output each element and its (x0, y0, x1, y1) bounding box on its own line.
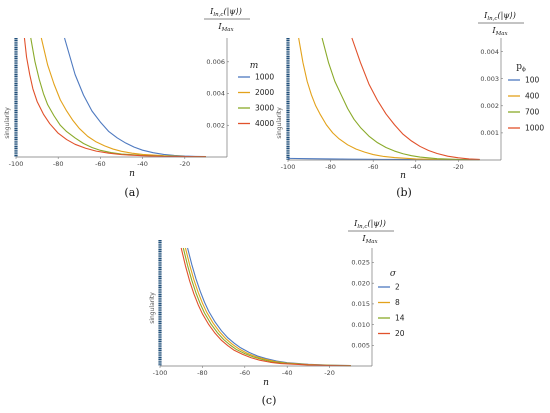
x-tick-label: -40 (137, 160, 148, 168)
series-line-1000 (351, 37, 480, 161)
y-tick-label: 0.002 (480, 102, 499, 110)
series-lines (287, 37, 480, 161)
legend-label-700: 700 (525, 108, 540, 117)
series-lines (23, 37, 206, 158)
panel-caption: (c) (262, 394, 277, 407)
legend-label-4000: 4000 (255, 119, 274, 128)
y-tick-label: 0.004 (480, 48, 499, 56)
x-tick-label: -80 (325, 163, 336, 171)
y-axis-title: Iln,c(|ψ⟩) IMax (348, 219, 394, 245)
series-line-8 (184, 247, 351, 367)
panel-c: singularity -100 -80 -60 -40 -20 0.0050.0100… (149, 219, 405, 407)
series-line-2000 (40, 37, 206, 158)
legend-label-3000: 3000 (255, 104, 274, 113)
x-tick-label: -20 (324, 369, 335, 377)
y-tick-label: 0.010 (351, 321, 370, 329)
x-tick-label: -100 (9, 160, 24, 168)
y-ticks: 0.001 0.002 0.003 0.004 (480, 48, 503, 137)
x-tick-label: -80 (197, 369, 208, 377)
y-tick-label: 0.004 (206, 90, 225, 98)
x-tick-label: -20 (179, 160, 190, 168)
series-line-400 (298, 37, 480, 161)
y-tick-label: 0.006 (206, 58, 225, 66)
singularity-label: singularity (4, 107, 11, 139)
x-axis-label: n (263, 378, 269, 388)
y-tick-label: 0.020 (351, 279, 370, 287)
legend-title: m (250, 61, 259, 71)
legend-label-1000: 1000 (525, 124, 544, 133)
y-tick-label: 0.003 (480, 75, 499, 83)
y-title-denominator: IMax (361, 234, 378, 245)
x-tick-label: -60 (95, 160, 106, 168)
y-axis-title: Iln,c(|ψ⟩) IMax (478, 11, 524, 37)
y-title-numerator: Iln,c(|ψ⟩) (209, 7, 242, 18)
legend-label-400: 400 (525, 92, 540, 101)
panel-b: singularity -100 -80 -60 -40 -20 0.0010.0020… (276, 11, 544, 199)
y-title-numerator: Iln,c(|ψ⟩) (483, 11, 516, 22)
legend-label-100: 100 (525, 76, 540, 85)
series-line-14 (182, 247, 351, 367)
x-tick-label: -40 (282, 369, 293, 377)
series-line-20 (180, 247, 351, 367)
legend-label-1000: 1000 (255, 73, 274, 82)
x-tick-label: -100 (281, 163, 296, 171)
legend: 2 8 14 20 (378, 283, 405, 338)
y-tick-label: 0.005 (351, 341, 370, 349)
y-axis-title: Iln,c(|ψ⟩) IMax (204, 7, 250, 33)
x-axis-label: n (400, 171, 406, 181)
x-tick-label: -80 (53, 160, 64, 168)
y-title-numerator: Iln,c(|ψ⟩) (353, 219, 386, 230)
legend-title: pϕ (516, 62, 526, 73)
y-title-denominator: IMax (217, 22, 234, 33)
legend-label-2: 2 (395, 283, 400, 292)
legend-label-20: 20 (395, 329, 405, 338)
x-tick-label: -60 (368, 163, 379, 171)
y-tick-label: 0.015 (351, 300, 370, 308)
legend-label-2000: 2000 (255, 88, 274, 97)
x-axis-label: n (129, 169, 135, 179)
panel-caption: (b) (396, 186, 412, 199)
panel-a: singularity -100 -80 -60 -40 -20 0.0020.0040… (4, 7, 274, 199)
y-tick-label: 0.001 (480, 129, 499, 137)
series-line-2 (187, 247, 351, 367)
x-ticks: -100 -80 -60 -40 -20 (281, 160, 464, 171)
x-tick-label: -100 (153, 369, 168, 377)
series-lines (180, 247, 351, 367)
legend-label-8: 8 (395, 298, 400, 307)
y-tick-label: 0.002 (206, 121, 225, 129)
x-ticks: -100 -80 -60 -40 -20 (9, 157, 190, 168)
series-line-4000 (23, 37, 206, 158)
x-ticks: -100 -80 -60 -40 -20 (153, 366, 335, 377)
legend-title: σ (390, 269, 397, 279)
panel-caption: (a) (124, 186, 139, 199)
x-tick-label: -20 (453, 163, 464, 171)
singularity-label: singularity (149, 292, 156, 324)
y-ticks: 0.005 0.010 0.015 0.020 0.025 (351, 259, 374, 349)
x-tick-label: -60 (239, 369, 250, 377)
singularity-label: singularity (276, 107, 283, 139)
y-tick-label: 0.025 (351, 259, 370, 267)
series-line-700 (321, 37, 480, 161)
legend: 1000 2000 3000 4000 (238, 73, 274, 128)
x-tick-label: -40 (410, 163, 421, 171)
series-line-1000 (64, 37, 206, 158)
legend-label-14: 14 (395, 314, 405, 323)
y-title-denominator: IMax (491, 26, 508, 37)
legend: 100 400 700 1000 (508, 76, 544, 133)
y-ticks: 0.002 0.004 0.006 (206, 58, 229, 129)
